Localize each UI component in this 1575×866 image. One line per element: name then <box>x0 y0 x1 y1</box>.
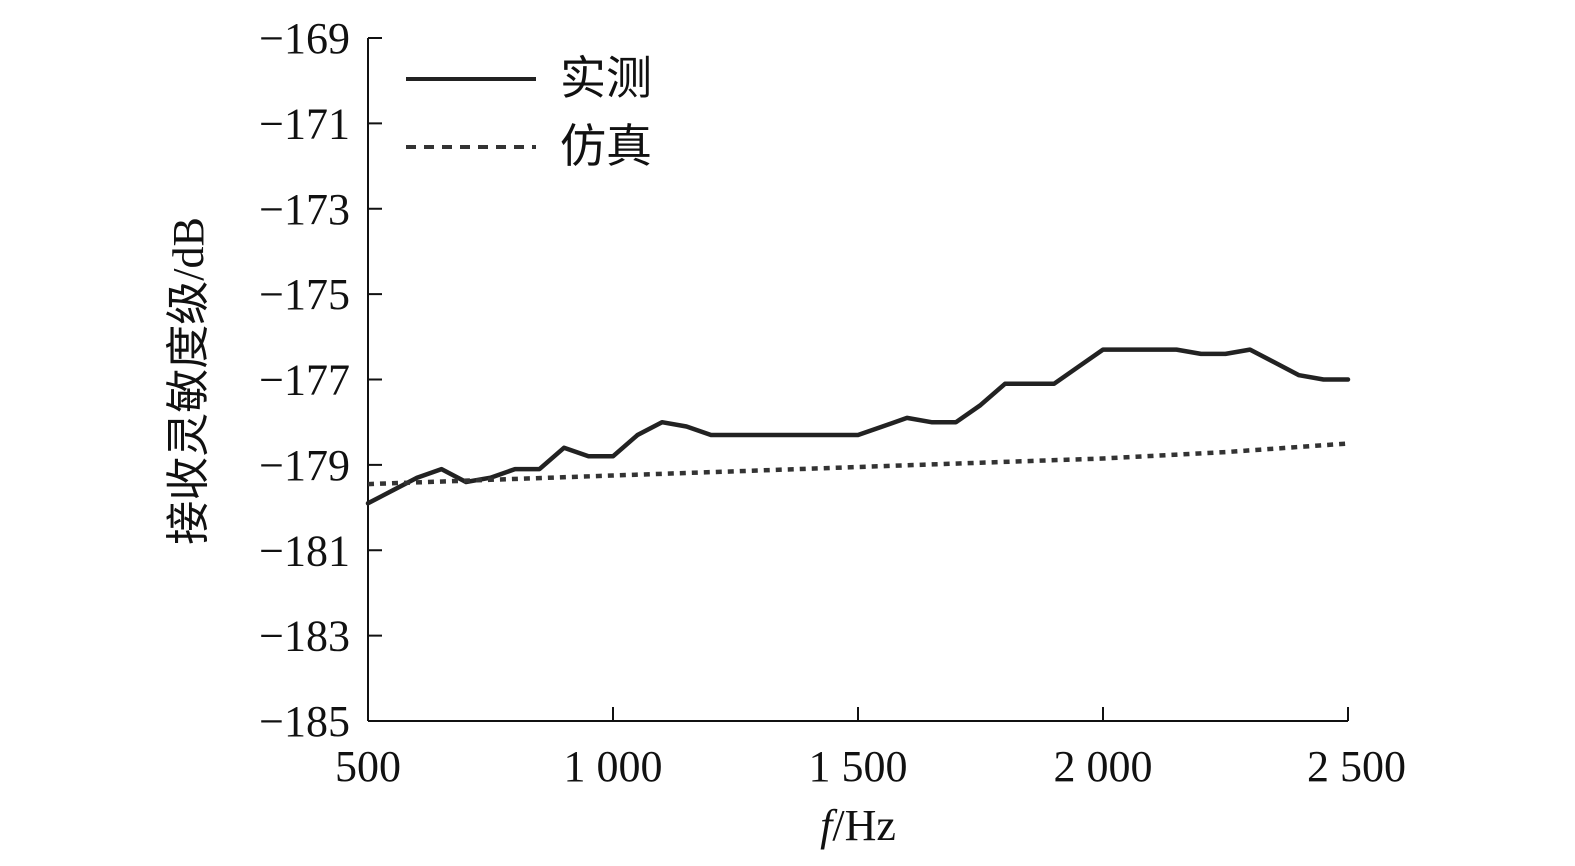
y-tick-label: −181 <box>259 526 350 575</box>
y-axis-title: 接收灵敏度级/dB <box>164 217 213 545</box>
y-tick-label: −169 <box>259 14 350 63</box>
x-tick-label: 2 500 <box>1307 742 1406 791</box>
y-tick-label: −185 <box>259 697 350 746</box>
series-line-simulated <box>367 441 1349 487</box>
y-tick-label: −171 <box>259 99 350 148</box>
y-tick-label: −183 <box>259 612 350 661</box>
x-tick-label: 1 000 <box>564 742 663 791</box>
y-tick-label: −177 <box>259 356 350 405</box>
series-line-measured <box>365 347 1351 506</box>
legend: 实测 仿真 <box>406 51 652 173</box>
x-tick-label: 500 <box>335 742 401 791</box>
legend-label-simulated: 仿真 <box>560 119 652 173</box>
x-axis-ticks: 500 1 000 1 500 2 000 2 500 <box>335 707 1406 791</box>
y-tick-label: −175 <box>259 270 350 319</box>
axes <box>367 38 1348 722</box>
y-tick-label: −179 <box>259 441 350 490</box>
y-tick-label: −173 <box>259 185 350 234</box>
y-axis-ticks: −169 −171 −173 −175 −177 −179 −181 −183 −185 <box>259 14 382 746</box>
legend-label-measured: 实测 <box>560 51 652 105</box>
x-axis-title: f/Hz <box>820 801 896 850</box>
x-tick-label: 1 500 <box>809 742 908 791</box>
x-tick-label: 2 000 <box>1054 742 1153 791</box>
series-group <box>365 347 1351 506</box>
